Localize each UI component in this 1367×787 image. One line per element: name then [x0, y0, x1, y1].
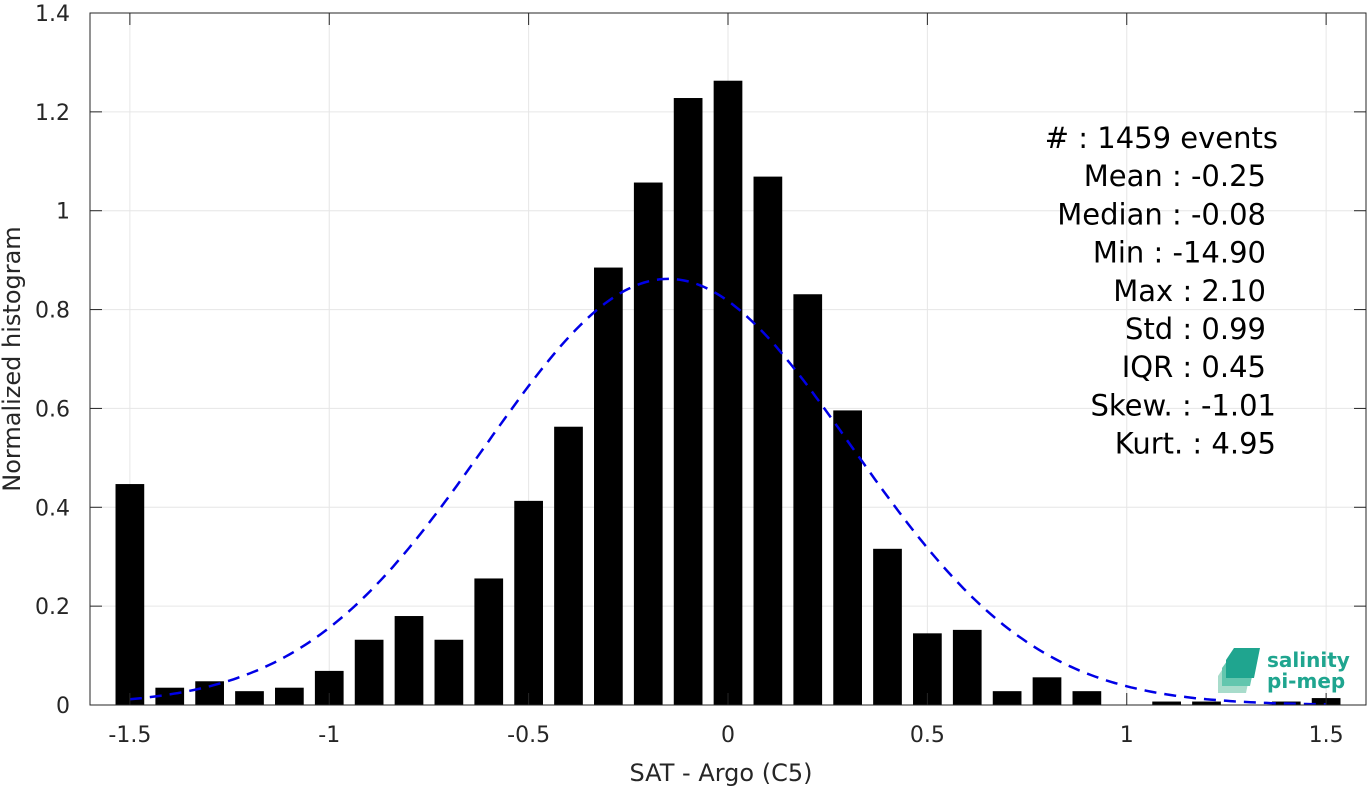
logo-graphic-icon: [1218, 648, 1260, 693]
fit-curve-group: [129, 277, 1327, 706]
x-tick-label: 0: [721, 723, 735, 748]
histogram-bar: [594, 267, 623, 705]
histogram-bar: [554, 426, 583, 705]
logo-line1: salinity: [1267, 648, 1350, 672]
histogram-bar: [952, 629, 982, 705]
y-tick-labels: 0 0.2 0.4 0.6 0.8 1 1.2 1.4: [35, 2, 70, 719]
x-tick-label: -1: [318, 723, 340, 748]
histogram-bar: [434, 639, 464, 705]
histogram-bar: [833, 410, 862, 705]
x-tick-labels: -1.5 -1 -0.5 0 0.5 1 1.5: [108, 723, 1343, 748]
x-tick-label: 1.5: [1309, 723, 1344, 748]
histogram-bar: [713, 80, 743, 705]
histogram-bar: [673, 98, 703, 705]
salinity-pimep-logo: salinity pi-mep: [1218, 648, 1350, 693]
y-tick-label: 0.2: [35, 595, 70, 620]
histogram-bar: [1152, 701, 1181, 705]
stats-line: Median : -0.08: [1057, 197, 1266, 231]
fit-curve-line: [129, 277, 1327, 706]
axis-ticks: [90, 12, 1366, 706]
histogram-bar: [1032, 677, 1062, 705]
y-axis-label: Normalized histogram: [0, 226, 26, 491]
x-tick-label: -0.5: [507, 723, 550, 748]
x-tick-label: -1.5: [108, 723, 151, 748]
histogram-bar: [354, 639, 384, 705]
y-tick-label: 0.6: [35, 397, 70, 422]
x-axis-label: SAT - Argo (C5): [630, 759, 813, 787]
y-tick-label: 1.2: [35, 101, 70, 126]
histogram-bar: [195, 681, 224, 705]
histogram-bar: [514, 500, 543, 705]
logo-line2: pi-mep: [1267, 669, 1345, 693]
histogram-bar: [992, 691, 1022, 705]
histogram-bar: [633, 182, 663, 706]
y-tick-label: 1: [56, 200, 70, 225]
stats-line: Kurt. : 4.95: [1115, 427, 1276, 461]
stats-line: Skew. : -1.01: [1090, 388, 1276, 422]
statistics-box: # : 1459 events Mean : -0.25 Median : -0.0…: [1045, 121, 1278, 461]
y-tick-label: 0.8: [35, 299, 70, 324]
histogram-bar: [793, 294, 823, 705]
histogram-bar: [474, 578, 504, 705]
histogram-bar: [275, 687, 304, 705]
y-tick-label: 1.4: [35, 2, 70, 27]
histogram-bar: [873, 548, 902, 705]
histogram-bar: [1072, 691, 1102, 705]
y-tick-label: 0: [56, 694, 70, 719]
stats-line: # : 1459 events: [1045, 121, 1278, 155]
x-tick-label: 1: [1120, 723, 1134, 748]
stats-line: IQR : 0.45: [1122, 350, 1266, 384]
stats-line: Max : 2.10: [1113, 274, 1266, 308]
stats-line: Min : -14.90: [1093, 236, 1266, 270]
histogram-bars: [115, 80, 1341, 706]
histogram-bar: [235, 691, 264, 705]
stats-line: Std : 0.99: [1125, 312, 1266, 346]
histogram-bar: [1192, 701, 1221, 705]
histogram-bar: [753, 176, 783, 705]
y-tick-label: 0.4: [35, 496, 70, 521]
histogram-bar: [394, 616, 424, 705]
stats-line: Mean : -0.25: [1084, 159, 1266, 193]
x-tick-label: 0.5: [910, 723, 945, 748]
histogram-bar: [115, 484, 145, 705]
